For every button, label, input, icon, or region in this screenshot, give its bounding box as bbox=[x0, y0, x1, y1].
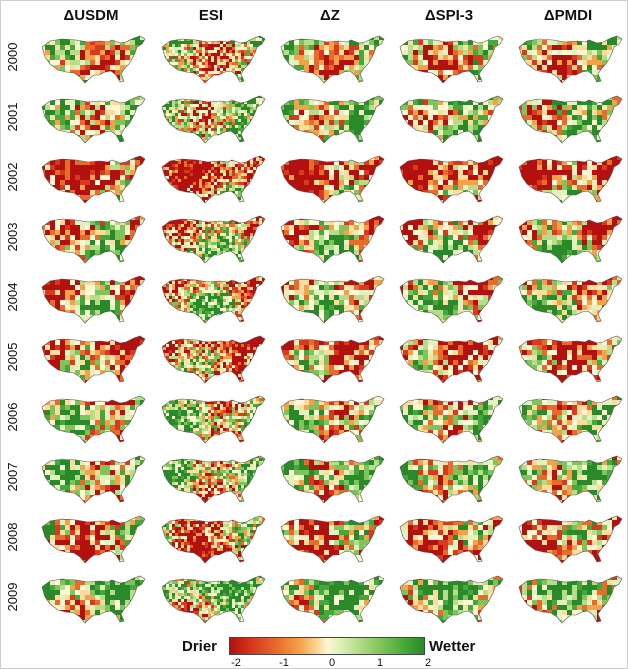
us-drought-map bbox=[392, 331, 510, 387]
legend-tick: 1 bbox=[376, 657, 384, 669]
us-drought-map bbox=[273, 211, 391, 267]
us-drought-map bbox=[273, 391, 391, 447]
us-drought-map bbox=[273, 31, 391, 87]
us-drought-map bbox=[392, 511, 510, 567]
us-drought-map bbox=[273, 571, 391, 627]
legend-tick: 0 bbox=[328, 657, 336, 669]
us-drought-map bbox=[34, 331, 152, 387]
us-drought-map bbox=[154, 271, 272, 327]
us-drought-map bbox=[511, 31, 628, 87]
us-drought-map bbox=[34, 451, 152, 507]
us-drought-map bbox=[511, 451, 628, 507]
us-drought-map bbox=[154, 151, 272, 207]
us-drought-map bbox=[392, 31, 510, 87]
us-drought-map bbox=[34, 31, 152, 87]
us-drought-map bbox=[154, 391, 272, 447]
legend-tick: -2 bbox=[231, 657, 241, 669]
legend-tick: 2 bbox=[424, 657, 432, 669]
us-drought-map bbox=[273, 271, 391, 327]
us-drought-map bbox=[154, 211, 272, 267]
us-drought-map bbox=[34, 571, 152, 627]
us-drought-map bbox=[392, 151, 510, 207]
us-drought-map bbox=[154, 451, 272, 507]
column-header-z: ΔZ bbox=[320, 7, 340, 24]
us-drought-map bbox=[511, 271, 628, 327]
legend-drier-label: Drier bbox=[182, 638, 218, 655]
us-drought-map bbox=[154, 31, 272, 87]
us-drought-map bbox=[511, 91, 628, 147]
us-drought-map bbox=[34, 151, 152, 207]
us-drought-map bbox=[273, 151, 391, 207]
column-header-usdm: ΔUSDM bbox=[63, 7, 119, 24]
us-drought-map bbox=[273, 331, 391, 387]
column-header-pmdi: ΔPMDI bbox=[543, 7, 593, 24]
us-drought-map bbox=[273, 451, 391, 507]
us-drought-map bbox=[154, 571, 272, 627]
us-drought-map bbox=[392, 451, 510, 507]
us-drought-map bbox=[273, 511, 391, 567]
us-drought-map bbox=[392, 271, 510, 327]
us-drought-map bbox=[511, 151, 628, 207]
us-drought-map bbox=[392, 571, 510, 627]
us-drought-map bbox=[154, 91, 272, 147]
us-drought-map bbox=[34, 511, 152, 567]
us-drought-map bbox=[34, 271, 152, 327]
us-drought-map bbox=[392, 391, 510, 447]
us-drought-map bbox=[511, 211, 628, 267]
us-drought-map bbox=[34, 91, 152, 147]
us-drought-map bbox=[392, 211, 510, 267]
us-drought-map bbox=[154, 511, 272, 567]
us-drought-map bbox=[511, 391, 628, 447]
map-grid bbox=[1, 1, 628, 624]
us-drought-map bbox=[154, 331, 272, 387]
legend-wetter-label: Wetter bbox=[429, 638, 476, 655]
legend-colorbar bbox=[229, 637, 425, 655]
us-drought-map bbox=[511, 511, 628, 567]
us-drought-map bbox=[511, 571, 628, 627]
us-drought-map bbox=[392, 91, 510, 147]
us-drought-map bbox=[34, 391, 152, 447]
us-drought-map bbox=[34, 211, 152, 267]
column-header-spi3: ΔSPI-3 bbox=[424, 7, 474, 24]
legend-tick: -1 bbox=[279, 657, 289, 669]
us-drought-map bbox=[273, 91, 391, 147]
column-header-esi: ESI bbox=[198, 7, 224, 24]
us-drought-map bbox=[511, 331, 628, 387]
